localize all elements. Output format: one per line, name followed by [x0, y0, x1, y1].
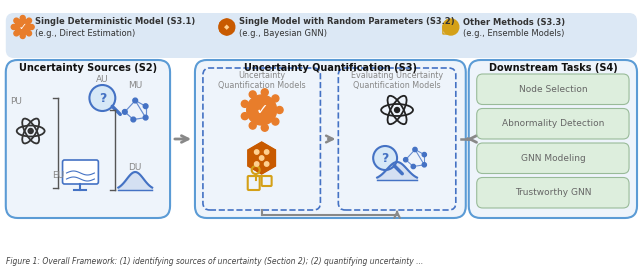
- FancyBboxPatch shape: [477, 177, 629, 208]
- Text: ✓: ✓: [19, 22, 27, 32]
- Circle shape: [28, 129, 33, 133]
- Text: MU: MU: [128, 82, 142, 90]
- Circle shape: [219, 19, 235, 35]
- FancyBboxPatch shape: [63, 160, 99, 184]
- Circle shape: [261, 89, 268, 96]
- Text: Other Methods (S3.3): Other Methods (S3.3): [463, 18, 565, 26]
- Text: AU: AU: [96, 76, 109, 85]
- Text: (e.g., Ensemble Models): (e.g., Ensemble Models): [463, 29, 564, 38]
- Circle shape: [264, 162, 269, 166]
- Circle shape: [143, 115, 148, 120]
- Text: (e.g., Bayesian GNN): (e.g., Bayesian GNN): [239, 29, 327, 38]
- Circle shape: [422, 163, 426, 167]
- Circle shape: [143, 104, 148, 109]
- Circle shape: [404, 158, 408, 162]
- Text: Uncertainty Sources (S2): Uncertainty Sources (S2): [19, 63, 157, 73]
- Circle shape: [411, 164, 415, 169]
- Circle shape: [122, 110, 127, 114]
- Circle shape: [20, 33, 25, 39]
- FancyBboxPatch shape: [6, 60, 170, 218]
- Circle shape: [255, 162, 259, 166]
- FancyBboxPatch shape: [195, 60, 466, 218]
- Circle shape: [249, 91, 256, 98]
- Circle shape: [241, 100, 248, 107]
- Circle shape: [264, 150, 269, 154]
- Text: ?: ?: [381, 151, 389, 164]
- Circle shape: [26, 18, 31, 23]
- Circle shape: [443, 19, 459, 35]
- Circle shape: [272, 118, 279, 125]
- Text: Figure 1: Overall Framework: (1) identifying sources of uncertainty (Section 2);: Figure 1: Overall Framework: (1) identif…: [6, 257, 423, 266]
- Polygon shape: [248, 142, 275, 174]
- Text: (e.g., Direct Estimation): (e.g., Direct Estimation): [35, 29, 135, 38]
- FancyBboxPatch shape: [477, 74, 629, 104]
- Text: Downstream Tasks (S4): Downstream Tasks (S4): [488, 63, 617, 73]
- Circle shape: [261, 124, 268, 131]
- Text: ?: ?: [99, 92, 106, 104]
- Text: DU: DU: [129, 164, 142, 173]
- Circle shape: [12, 25, 16, 29]
- Text: GNN Modeling: GNN Modeling: [520, 154, 585, 163]
- Circle shape: [133, 98, 138, 103]
- Circle shape: [15, 19, 31, 35]
- Text: Uncertainty Quantification (S3): Uncertainty Quantification (S3): [244, 63, 417, 73]
- Circle shape: [272, 95, 279, 102]
- Circle shape: [249, 122, 256, 129]
- Text: Abnormality Detection: Abnormality Detection: [502, 119, 604, 128]
- Text: Evaluating Uncertainty
Quantification Models: Evaluating Uncertainty Quantification Mo…: [351, 71, 443, 90]
- Circle shape: [29, 25, 34, 29]
- FancyBboxPatch shape: [477, 109, 629, 139]
- FancyBboxPatch shape: [468, 60, 637, 218]
- Circle shape: [14, 18, 19, 23]
- Circle shape: [373, 146, 397, 170]
- Circle shape: [422, 153, 426, 157]
- Text: EU: EU: [52, 171, 65, 181]
- Text: ◆: ◆: [224, 24, 230, 30]
- Circle shape: [276, 106, 283, 113]
- Circle shape: [255, 150, 259, 154]
- Circle shape: [26, 31, 31, 36]
- Text: Trustworthy GNN: Trustworthy GNN: [515, 188, 591, 197]
- Circle shape: [20, 15, 25, 21]
- Text: ✓: ✓: [255, 103, 268, 117]
- Polygon shape: [220, 19, 234, 35]
- Circle shape: [247, 95, 276, 125]
- FancyBboxPatch shape: [477, 143, 629, 174]
- Text: Single Model with Random Parameters (S3.2): Single Model with Random Parameters (S3.…: [239, 18, 454, 26]
- Text: Uncertainty
Quantification Models: Uncertainty Quantification Models: [218, 71, 305, 90]
- Text: Node Selection: Node Selection: [518, 85, 587, 94]
- Circle shape: [259, 156, 264, 160]
- Circle shape: [395, 107, 399, 113]
- Circle shape: [14, 31, 19, 36]
- FancyBboxPatch shape: [6, 13, 637, 58]
- Text: Single Deterministic Model (S3.1): Single Deterministic Model (S3.1): [35, 18, 195, 26]
- Circle shape: [90, 85, 115, 111]
- Circle shape: [131, 117, 136, 122]
- Circle shape: [413, 147, 417, 152]
- Circle shape: [241, 113, 248, 120]
- Text: PU: PU: [10, 96, 22, 106]
